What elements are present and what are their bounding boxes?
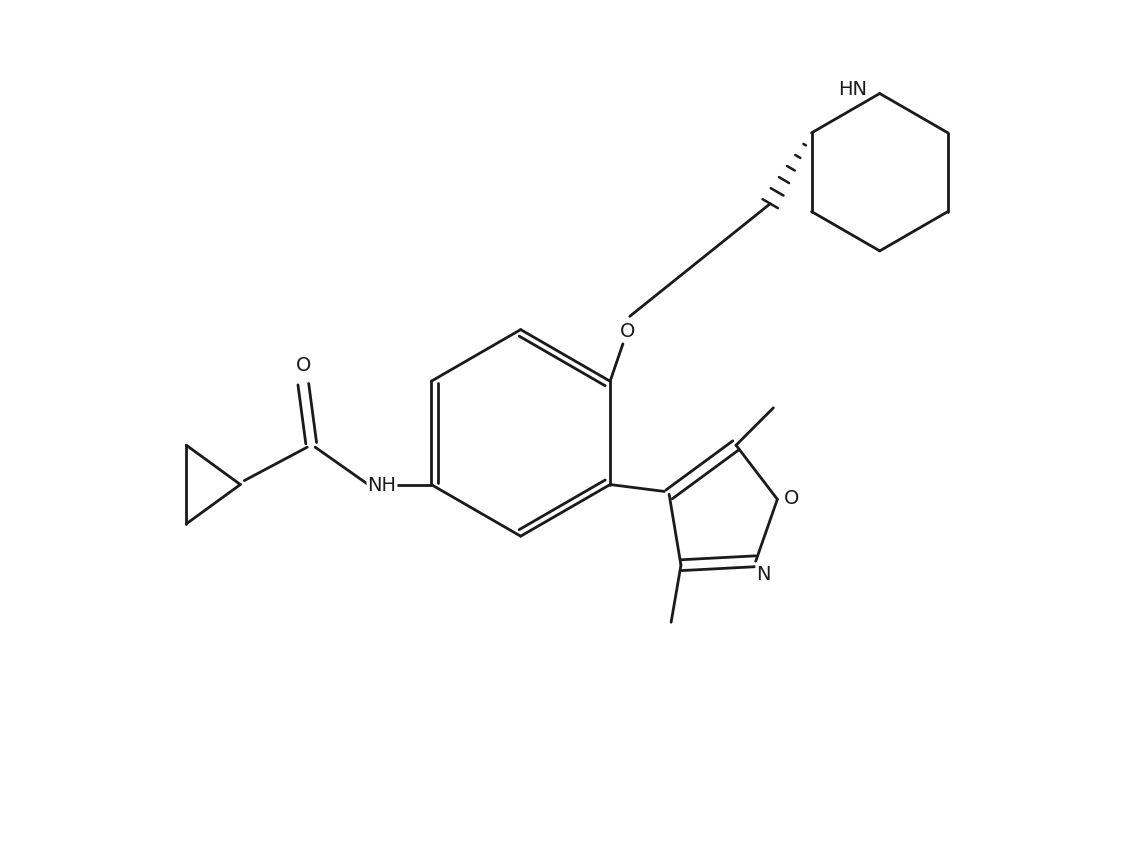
Text: O: O <box>620 322 635 340</box>
Text: O: O <box>295 356 311 374</box>
Text: NH: NH <box>368 475 396 495</box>
Text: O: O <box>783 488 799 508</box>
Text: N: N <box>756 564 771 583</box>
Text: HN: HN <box>838 80 866 99</box>
